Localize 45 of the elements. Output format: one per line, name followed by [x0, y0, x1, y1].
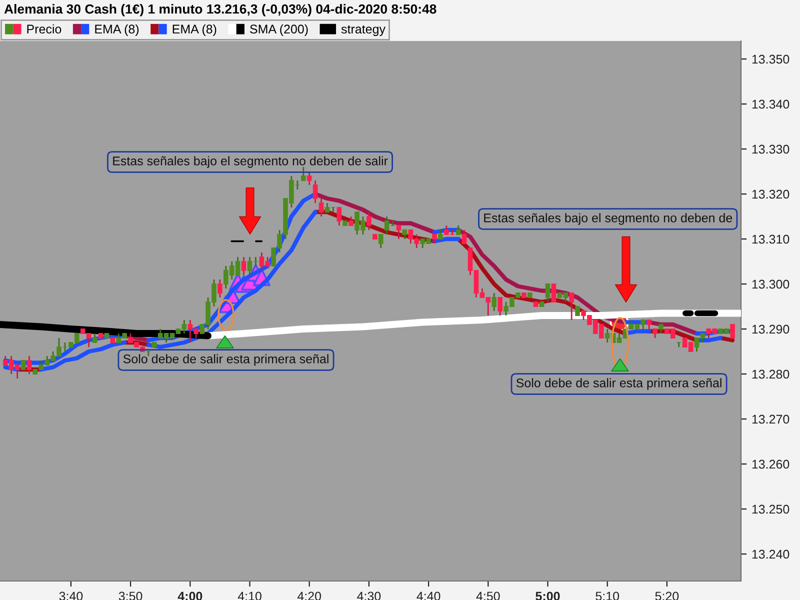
candlestick	[26, 355, 32, 375]
candlestick	[658, 324, 664, 334]
y-tick-label: 13.350	[752, 54, 790, 64]
candlestick	[438, 229, 443, 240]
y-tick-label: 13.260	[752, 460, 790, 469]
y-tick-label: 13.340	[752, 100, 790, 109]
candlestick	[378, 234, 384, 249]
y-tick-label: 13.320	[752, 190, 790, 199]
candlestick	[312, 180, 318, 204]
y-tick-label: 13.280	[752, 370, 790, 379]
candlestick	[396, 224, 402, 240]
y-tick-label: 13.270	[752, 414, 790, 424]
candlestick	[318, 198, 324, 218]
legend-label: strategy	[341, 25, 386, 36]
y-tick-label: 13.310	[752, 234, 790, 244]
candlestick	[569, 292, 574, 321]
y-tick-label: 13.290	[752, 324, 790, 334]
legend-label: Precio	[27, 24, 62, 34]
y-tick-label: 13.240	[752, 550, 790, 559]
candlestick	[306, 170, 312, 186]
candlestick	[218, 278, 222, 298]
candlestick	[241, 256, 246, 276]
candlestick	[551, 283, 556, 303]
legend-label: SMA (200)	[250, 24, 308, 36]
annotation: Estas señales bajo el segmento no deben de	[484, 213, 732, 225]
y-tick-label: 13.330	[752, 144, 790, 154]
y-tick-label: 13.300	[752, 280, 790, 289]
candlestick	[545, 283, 550, 303]
candlestick	[336, 206, 342, 226]
legend-label: EMA (8)	[95, 24, 139, 36]
annotation: Solo debe de salir esta primera señal	[516, 378, 722, 390]
annotation: Solo debe de salir esta primera señal	[123, 354, 328, 366]
chart-title: Alemania 30 Cash (1€) 1 minuto 13.216,3 (-0,03%) 04-dic-2020 8:50:48	[4, 4, 436, 16]
candlestick	[402, 229, 408, 240]
candlestick	[462, 229, 467, 244]
candlestick	[301, 166, 306, 182]
candlestick	[384, 216, 390, 236]
candlestick	[247, 256, 252, 276]
candlestick	[366, 211, 372, 231]
y-tick-label: 13.250	[752, 504, 790, 514]
candlestick	[492, 292, 497, 312]
annotation: Estas señales bajo el segmento no deben de salir	[113, 156, 388, 168]
candlestick	[498, 296, 502, 316]
candlestick	[730, 324, 735, 339]
legend-label: EMA (8)	[172, 24, 216, 36]
